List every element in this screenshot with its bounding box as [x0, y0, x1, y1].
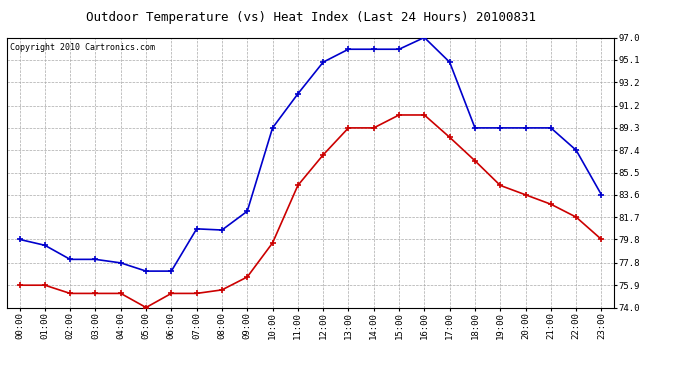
Text: Copyright 2010 Cartronics.com: Copyright 2010 Cartronics.com — [10, 43, 155, 52]
Text: Outdoor Temperature (vs) Heat Index (Last 24 Hours) 20100831: Outdoor Temperature (vs) Heat Index (Las… — [86, 11, 535, 24]
